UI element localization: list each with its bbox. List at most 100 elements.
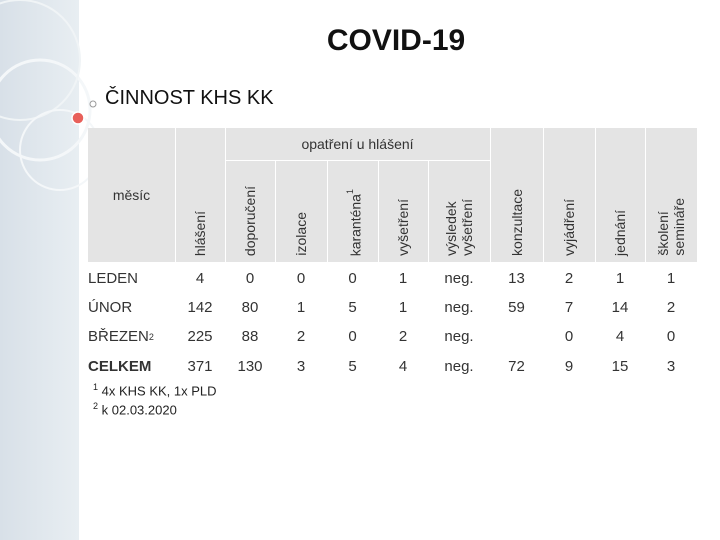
table-cell: 13 xyxy=(508,270,525,287)
header-divider xyxy=(378,160,379,262)
footnote-mark: 2 xyxy=(93,401,99,411)
table-cell: 1 xyxy=(398,270,408,287)
footnote: 2 k 02.03.2020 xyxy=(93,401,177,417)
table-cell: 14 xyxy=(611,299,629,316)
table-cell: 0 xyxy=(564,328,574,345)
column-header-line: doporučení xyxy=(242,185,258,256)
row-label: ÚNOR xyxy=(88,293,175,322)
table-cell: 59 xyxy=(508,299,525,316)
table-cell: 0 xyxy=(348,270,357,287)
table-cell: 0 xyxy=(245,270,255,287)
column-header-text: karanténa1 xyxy=(342,189,364,256)
column-header-line: hlášení xyxy=(192,210,208,256)
column-header-line: vyjádření xyxy=(561,199,577,256)
column-header: doporučení xyxy=(225,160,275,256)
header-divider xyxy=(225,160,490,161)
footnote: 1 4x KHS KK, 1x PLD xyxy=(93,382,217,398)
table-cell: neg. xyxy=(444,270,474,287)
table-cell: 72 xyxy=(508,358,525,375)
header-divider xyxy=(327,160,328,262)
table-cell: 80 xyxy=(241,299,259,316)
table-cell: 3 xyxy=(296,358,306,375)
column-header-line: výsledek xyxy=(443,201,459,256)
table-cell: 2 xyxy=(564,270,574,287)
table-cell: 2 xyxy=(398,328,408,345)
table-cell: 142 xyxy=(187,299,213,316)
header-divider xyxy=(275,160,276,262)
column-header-text: hlášení xyxy=(192,211,208,256)
table-cell xyxy=(490,322,543,351)
row-label-text: CELKEM xyxy=(88,358,152,375)
table-cell: 1 xyxy=(398,299,408,316)
column-header-text: jednání xyxy=(612,210,628,256)
column-header-line: izolace xyxy=(293,212,309,256)
header-divider xyxy=(428,160,429,262)
table-cell: 130 xyxy=(237,358,263,375)
column-header-line: semináře xyxy=(671,198,687,256)
column-header-text: konzultace xyxy=(509,189,525,256)
column-header: vyjádření xyxy=(543,128,595,256)
column-header: konzultace xyxy=(490,128,543,256)
column-header: vyšetření xyxy=(378,160,428,256)
column-header-line: vyšetření xyxy=(459,199,475,256)
table-cell: neg. xyxy=(444,358,474,375)
table-cell: 225 xyxy=(187,328,213,345)
column-header-line: vyšetření xyxy=(395,199,411,256)
table-cell: 9 xyxy=(564,358,574,375)
table-cell: 88 xyxy=(241,328,259,345)
column-header: výsledek vyšetření xyxy=(428,160,490,256)
group-header: opatření u hlášení xyxy=(301,136,414,152)
table-cell: 4 xyxy=(615,328,625,345)
table-cell: 4 xyxy=(195,270,205,287)
header-divider xyxy=(543,128,544,262)
column-header-text: vyšetření xyxy=(395,199,411,256)
header-divider xyxy=(225,128,226,262)
superscript: 1 xyxy=(344,188,355,194)
footnote-text: k 02.03.2020 xyxy=(101,402,177,418)
row-label-text: ÚNOR xyxy=(88,299,133,316)
column-header-text: izolace xyxy=(293,212,309,256)
column-header-text: školení semináře xyxy=(655,198,687,256)
header-divider xyxy=(645,128,646,262)
column-header-line: karanténa1 xyxy=(344,188,364,256)
table-cell: 0 xyxy=(348,328,357,345)
table-cell: 1 xyxy=(296,299,306,316)
table-cell: 1 xyxy=(615,270,625,287)
footnote-text: 4x KHS KK, 1x PLD xyxy=(101,383,217,399)
column-header-text: výsledek vyšetření xyxy=(443,199,475,256)
table-cell: 7 xyxy=(564,299,574,316)
table-cell: 0 xyxy=(666,328,676,345)
column-header-text: doporučení xyxy=(242,186,258,256)
table-cell: 15 xyxy=(611,358,629,375)
table-cell: 1 xyxy=(666,270,676,287)
row-label: BŘEZEN 2 xyxy=(88,322,175,351)
column-header: jednání xyxy=(595,128,645,256)
table-cell: 2 xyxy=(666,299,676,316)
table-cell: 5 xyxy=(348,299,357,316)
title: COVID-19 xyxy=(326,24,466,57)
column-header-line: školení xyxy=(655,211,671,256)
decoration xyxy=(0,0,100,540)
table-cell: neg. xyxy=(444,299,474,316)
superscript: 2 xyxy=(148,331,154,342)
table-cell: 4 xyxy=(398,358,408,375)
footnote-mark: 1 xyxy=(93,382,99,392)
column-header-line: konzultace xyxy=(508,189,525,256)
header-divider xyxy=(595,128,596,262)
table-cell: neg. xyxy=(444,328,474,345)
month-header: měsíc xyxy=(112,187,151,203)
table-cell: 0 xyxy=(296,270,306,287)
subtitle: ČINNOST KHS KK xyxy=(105,87,274,109)
column-header: hlášení xyxy=(175,128,225,256)
table-cell: 5 xyxy=(348,358,357,375)
header-divider xyxy=(490,128,491,262)
row-label: CELKEM xyxy=(88,352,175,381)
table-cell: 2 xyxy=(296,328,306,345)
header-divider xyxy=(175,128,176,262)
column-header-text: vyjádření xyxy=(561,199,577,256)
column-header: izolace xyxy=(275,160,327,256)
table-cell: 3 xyxy=(666,358,676,375)
row-label-text: BŘEZEN xyxy=(88,328,149,345)
